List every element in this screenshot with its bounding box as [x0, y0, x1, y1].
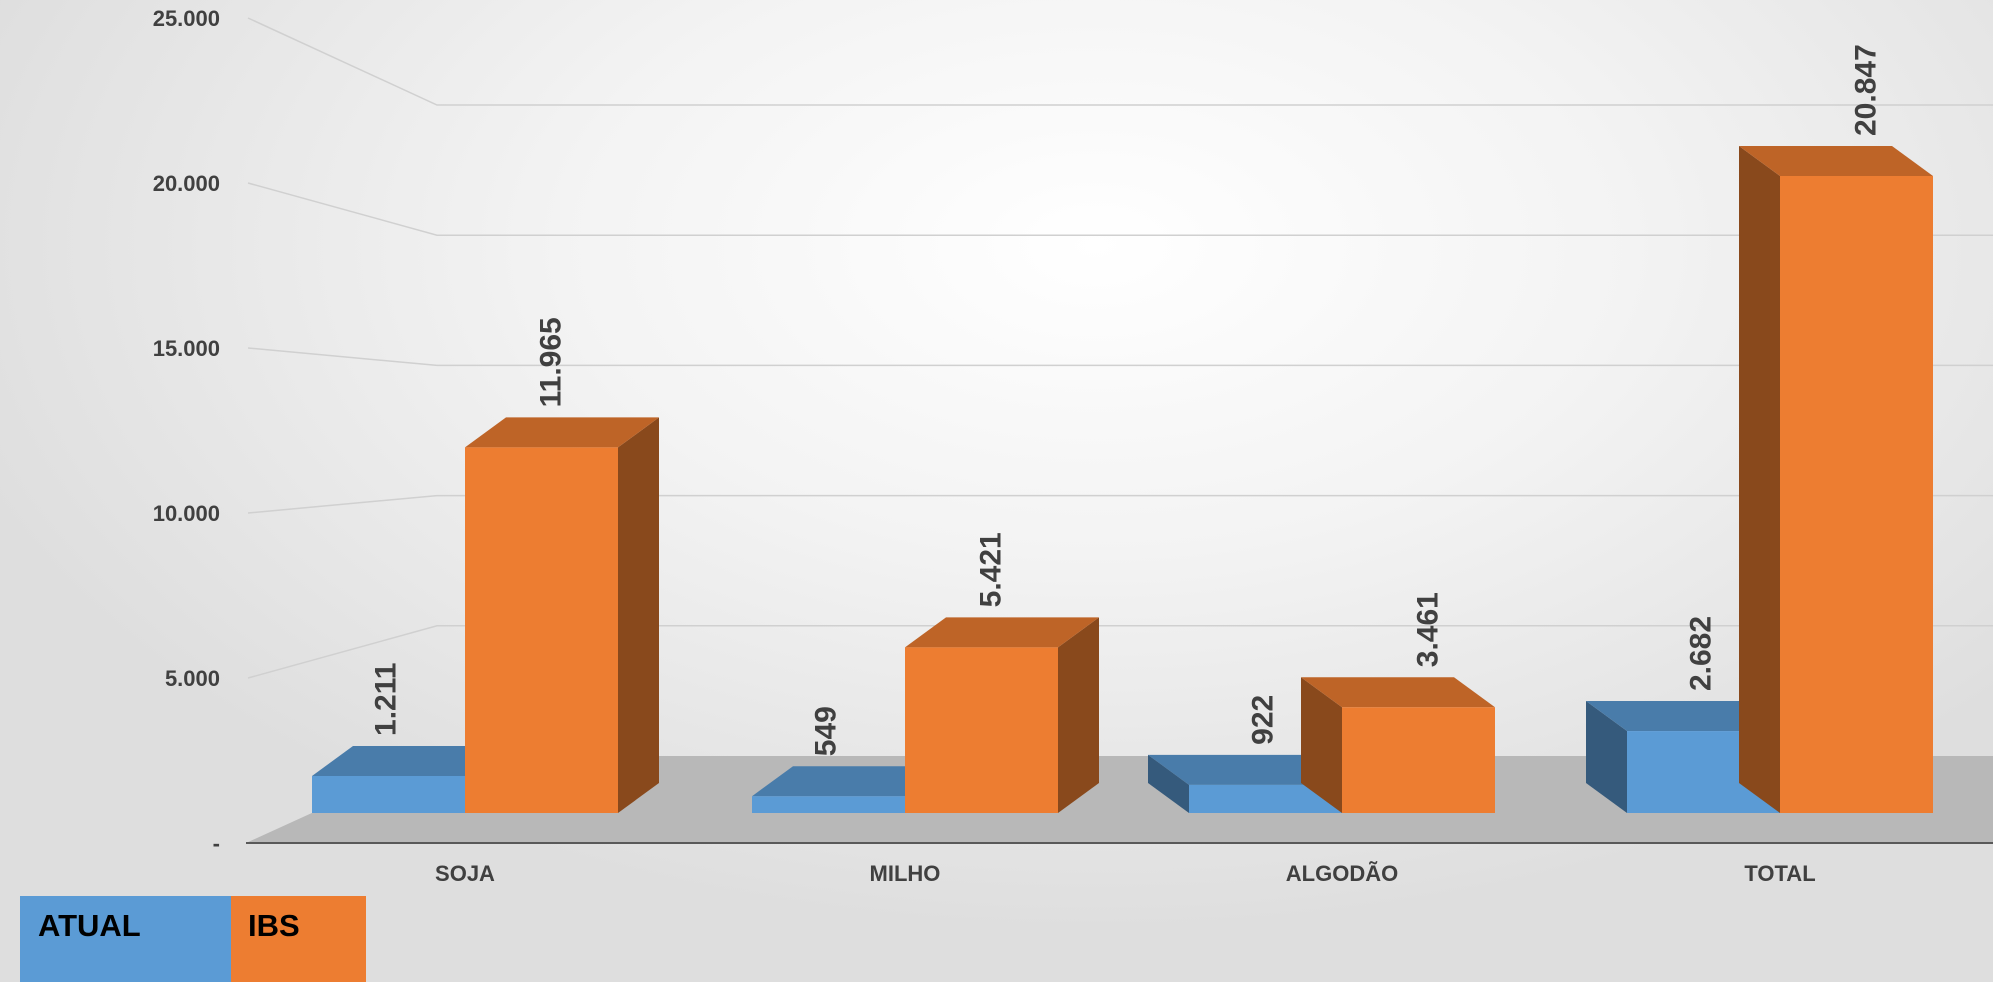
x-tick-label: ALGODÃO [1286, 861, 1398, 886]
data-label: 2.682 [1685, 616, 1718, 691]
category-group-3: 2.682 20.847 [1586, 44, 1933, 813]
data-label: 11.965 [535, 317, 568, 407]
data-label: 1.211 [370, 663, 403, 736]
x-tick-label: TOTAL [1744, 861, 1815, 886]
bar-top-atual [752, 766, 946, 797]
bar-top-ibs [905, 617, 1099, 648]
bar-ibs-algodão [1342, 707, 1495, 813]
data-label: 5.421 [975, 532, 1008, 607]
bar-top-ibs [1739, 146, 1933, 176]
bar-ibs-milho [905, 647, 1058, 813]
category-group-1: 549 5.421 [752, 532, 1099, 813]
bar-top-atual [312, 745, 506, 776]
data-label: 549 [810, 706, 843, 756]
bar-side-ibs [1058, 617, 1099, 813]
legend-label-atual: ATUAL [38, 908, 141, 943]
bar-side-ibs [1739, 146, 1780, 813]
data-label: 20.847 [1850, 44, 1883, 136]
bar-side-atual [1148, 754, 1189, 813]
bar-top-ibs [1301, 677, 1495, 708]
chart-floor [246, 756, 1993, 843]
gridline [247, 625, 1993, 679]
legend-item-atual: ATUAL [20, 896, 231, 982]
bar-atual-soja [312, 775, 465, 813]
category-group-2: 922 3.461 [1148, 592, 1495, 813]
bar-side-ibs [1301, 677, 1342, 813]
y-tick-label: 20.000 [153, 171, 220, 196]
y-tick-label: 25.000 [153, 6, 220, 31]
y-tick-label: 10.000 [153, 501, 220, 526]
gridline [247, 182, 1993, 236]
legend-label-ibs: IBS [248, 908, 300, 943]
y-tick-label: 5.000 [165, 666, 220, 691]
data-label: 922 [1247, 695, 1280, 745]
x-tick-label: SOJA [435, 861, 495, 886]
bar-ibs-total [1780, 176, 1933, 813]
legend: ATUAL IBS [20, 896, 366, 982]
bar-top-atual [1586, 701, 1780, 732]
gridline [247, 17, 1993, 106]
bar-side-ibs [618, 417, 659, 813]
y-tick-label: - [213, 831, 220, 856]
bar-side-atual [1586, 701, 1627, 813]
category-group-0: 1.211 11.965 [312, 317, 659, 813]
bar-top-atual [1148, 754, 1342, 785]
legend-item-ibs: IBS [231, 896, 366, 982]
bar-top-ibs [465, 417, 659, 448]
gridline [247, 347, 1993, 367]
gridline [247, 494, 1993, 514]
data-label: 3.461 [1412, 592, 1445, 667]
bar-atual-milho [752, 796, 905, 813]
bar-ibs-soja [465, 447, 618, 813]
x-tick-label: MILHO [870, 861, 941, 886]
y-tick-label: 15.000 [153, 336, 220, 361]
